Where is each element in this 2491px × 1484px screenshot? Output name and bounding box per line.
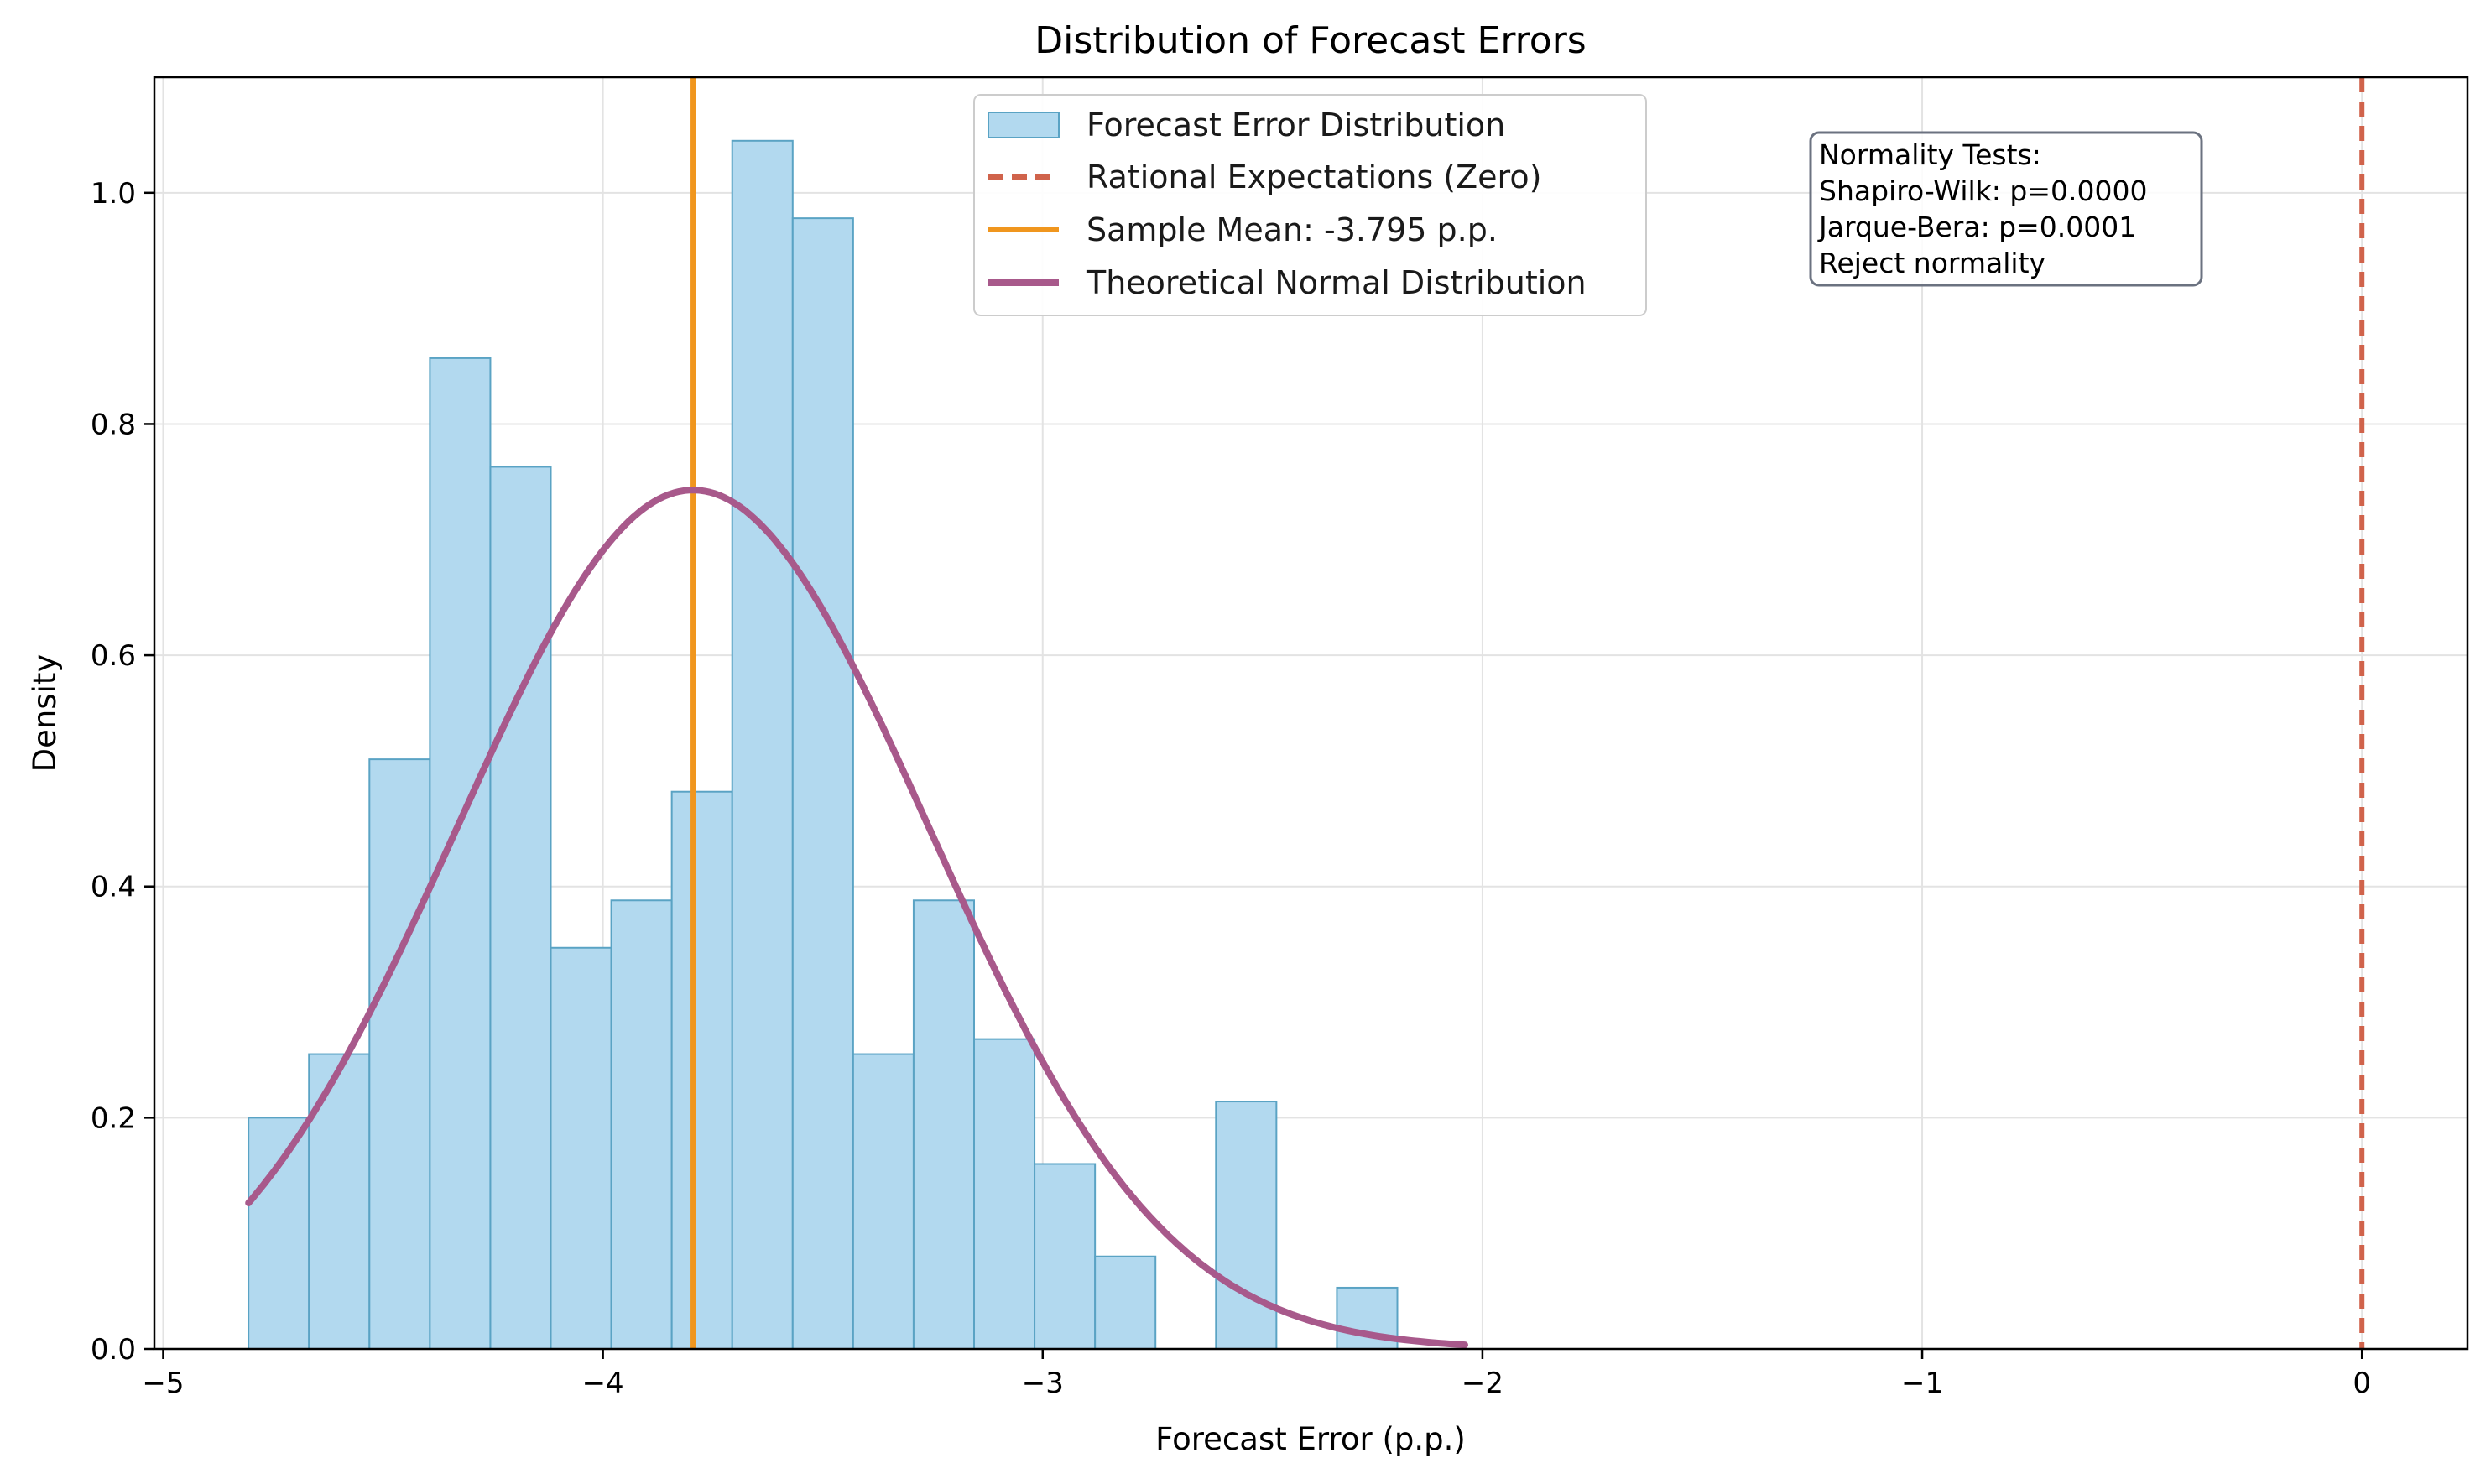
- histogram-bar: [973, 1038, 1036, 1350]
- normal-curve: [245, 487, 1468, 1349]
- plot-frame: [153, 76, 2469, 1351]
- legend-label-histogram: Forecast Error Distribution: [1087, 107, 1505, 143]
- annotation-line-2: Shapiro-Wilk: p=0.0000: [1819, 174, 2147, 207]
- histogram-bar: [852, 1053, 915, 1350]
- legend-label-rational: Rational Expectations (Zero): [1087, 159, 1541, 195]
- histogram-bar: [791, 217, 854, 1350]
- histogram-bar: [731, 139, 794, 1350]
- annotation-line-1: Normality Tests:: [1819, 138, 2041, 171]
- y-axis-label: Density: [27, 654, 63, 773]
- x-tick-label: −2: [1462, 1367, 1503, 1400]
- histogram-bar: [429, 357, 492, 1350]
- y-tick-label: 0.4: [91, 871, 136, 904]
- legend-frame: [973, 94, 1647, 316]
- legend: Forecast Error Distribution Rational Exp…: [973, 94, 1647, 316]
- histogram-bar: [308, 1053, 371, 1350]
- normality-annotation: Normality Tests: Shapiro-Wilk: p=0.0000 …: [1809, 131, 2203, 287]
- histogram-bar: [912, 899, 976, 1351]
- y-axis-ticks: 0.0 0.2 0.4 0.6 0.8 1.0: [91, 177, 154, 1367]
- legend-patch-icon: [988, 112, 1060, 138]
- x-tick-label: −4: [582, 1367, 624, 1400]
- y-tick-label: 0.0: [91, 1333, 136, 1367]
- histogram-bar: [550, 946, 612, 1350]
- x-axis-ticks: −5 −4 −3 −2 −1 0: [142, 1349, 2371, 1400]
- histogram-bar: [610, 899, 673, 1351]
- y-tick-label: 0.8: [91, 408, 136, 441]
- annotation-line-4: Reject normality: [1819, 247, 2045, 279]
- annotation-box: [1809, 131, 2203, 287]
- x-tick-label: −1: [1901, 1367, 1943, 1400]
- y-tick-label: 1.0: [91, 177, 136, 211]
- histogram-bar: [1034, 1163, 1097, 1351]
- y-tick-label: 0.2: [91, 1101, 136, 1135]
- x-tick-label: −5: [142, 1367, 184, 1400]
- chart-title: Distribution of Forecast Errors: [1034, 19, 1586, 62]
- histogram-bar: [489, 466, 552, 1350]
- histogram-bars: [248, 139, 1399, 1351]
- annotation-line-3: Jarque-Bera: p=0.0001: [1817, 211, 2136, 243]
- x-tick-label: 0: [2353, 1367, 2371, 1400]
- legend-label-mean: Sample Mean: -3.795 p.p.: [1087, 211, 1498, 248]
- histogram-bar: [368, 758, 431, 1350]
- histogram-bar: [1215, 1101, 1278, 1350]
- x-tick-label: −3: [1022, 1367, 1064, 1400]
- histogram-bar: [248, 1117, 310, 1350]
- normal-curve-line: [245, 487, 1468, 1349]
- legend-label-normal: Theoretical Normal Distribution: [1086, 264, 1587, 301]
- histogram-bar: [1094, 1255, 1157, 1351]
- histogram-bar: [670, 790, 733, 1350]
- y-tick-label: 0.6: [91, 639, 136, 673]
- x-axis-label: Forecast Error (p.p.): [1155, 1421, 1466, 1457]
